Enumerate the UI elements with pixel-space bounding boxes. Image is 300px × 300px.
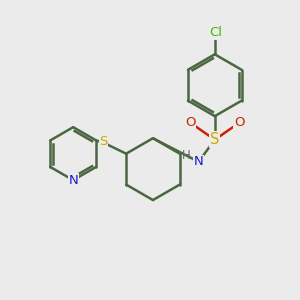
Text: Cl: Cl [210, 26, 223, 39]
Text: N: N [68, 174, 78, 187]
Text: O: O [185, 116, 196, 129]
Text: H: H [182, 149, 190, 162]
Text: S: S [210, 132, 220, 147]
Text: O: O [234, 116, 244, 129]
Text: S: S [99, 135, 108, 148]
Text: N: N [194, 155, 203, 168]
